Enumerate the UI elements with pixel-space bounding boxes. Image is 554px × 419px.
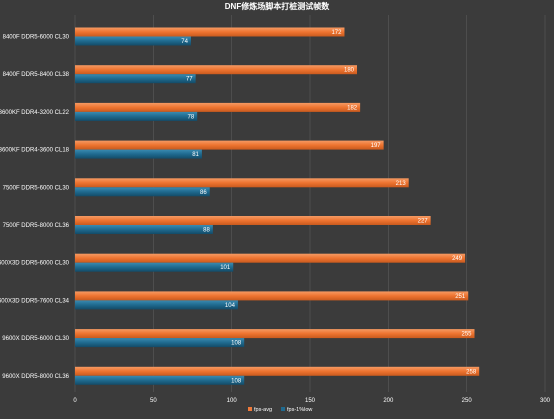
- bars: 172 74 180 77 182 78 197 81 213 86 227 88 249 101 251 1…: [75, 27, 480, 385]
- bar-fps-1-low: [75, 300, 238, 310]
- data-label: 213: [396, 181, 407, 187]
- x-tick-label: 150: [305, 398, 316, 404]
- data-label: 108: [231, 341, 242, 347]
- data-label: 197: [371, 143, 382, 149]
- bar-fps-avg: [75, 291, 469, 301]
- legend-swatch: [281, 407, 285, 411]
- bar-fps-avg: [75, 140, 384, 150]
- bar-fps-1-low: [75, 111, 198, 121]
- x-axis-ticks: 0 50 100 150 200 250 300: [73, 398, 550, 404]
- category-label: 9600X DDR5-8000 CL36: [2, 374, 69, 380]
- bar-fps-1-low: [75, 36, 191, 46]
- data-label: 172: [331, 30, 342, 36]
- data-label: 249: [452, 256, 463, 262]
- data-label: 180: [344, 68, 355, 74]
- category-label: 8400F DDR5-6000 CL30: [3, 35, 70, 41]
- bar-fps-1-low: [75, 262, 234, 272]
- category-label: 7600X3D DDR5-7600 CL34: [0, 298, 70, 304]
- category-label: 13600KF DDR4-3600 CL18: [0, 148, 70, 154]
- x-tick-label: 0: [73, 398, 77, 404]
- x-tick-label: 100: [227, 398, 238, 404]
- data-label: 74: [181, 39, 188, 45]
- data-label: 81: [192, 152, 199, 158]
- bar-fps-1-low: [75, 149, 202, 159]
- bar-fps-1-low: [75, 225, 213, 234]
- bar-fps-avg: [75, 178, 409, 188]
- chart-title: DNF修炼场脚本打桩测试帧数: [225, 1, 330, 11]
- bar-fps-1-low: [75, 338, 245, 348]
- x-tick-label: 300: [540, 398, 551, 404]
- bar-fps-avg: [75, 216, 431, 225]
- bar-fps-1-low: [75, 375, 245, 385]
- bar-fps-avg: [75, 102, 361, 112]
- legend: fps-avg fps-1%low: [248, 407, 312, 413]
- category-label: 7500F DDR5-6000 CL30: [3, 185, 70, 191]
- data-label: 255: [461, 332, 472, 338]
- data-label: 86: [200, 190, 207, 196]
- data-label: 104: [225, 303, 236, 309]
- data-label: 88: [203, 228, 210, 234]
- bar-fps-avg: [75, 253, 466, 263]
- category-labels: 8400F DDR5-6000 CL30 8400F DDR5-8400 CL38…: [0, 35, 70, 380]
- x-tick-label: 50: [150, 398, 157, 404]
- legend-label: fps-1%low: [287, 407, 312, 413]
- data-label: 77: [186, 77, 193, 83]
- legend-swatch: [248, 407, 252, 411]
- legend-label: fps-avg: [254, 407, 272, 413]
- category-label: 7600X3D DDR5-6000 CL30: [0, 261, 70, 267]
- bar-fps-avg: [75, 366, 480, 376]
- bar-fps-1-low: [75, 187, 210, 197]
- data-label: 251: [455, 294, 466, 300]
- x-tick-label: 250: [462, 398, 473, 404]
- bar-fps-avg: [75, 329, 475, 339]
- bar-fps-avg: [75, 27, 345, 37]
- data-label: 108: [231, 378, 242, 384]
- category-label: 13600KF DDR4-3200 CL22: [0, 110, 70, 116]
- bar-fps-avg: [75, 65, 357, 75]
- bar-fps-1-low: [75, 74, 196, 84]
- category-label: 9600X DDR5-6000 CL30: [2, 336, 69, 342]
- category-label: 7500F DDR5-8000 CL36: [3, 223, 70, 229]
- data-label: 78: [188, 114, 195, 120]
- data-label: 258: [466, 369, 477, 375]
- category-label: 8400F DDR5-8400 CL38: [3, 72, 70, 78]
- data-label: 227: [418, 219, 429, 225]
- x-tick-label: 200: [383, 398, 394, 404]
- data-label: 101: [220, 265, 231, 271]
- data-label: 182: [347, 105, 358, 111]
